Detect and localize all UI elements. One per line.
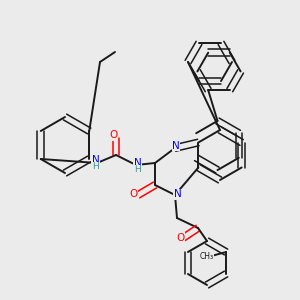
Text: O: O [129,189,138,200]
Text: N: N [173,189,181,199]
Text: CH₃: CH₃ [200,252,214,261]
Text: O: O [109,130,117,140]
Text: N: N [134,158,142,168]
Text: H: H [92,162,99,171]
Text: N: N [92,155,99,165]
Text: O: O [176,233,185,243]
Text: N: N [172,141,180,151]
Text: H: H [134,165,141,174]
